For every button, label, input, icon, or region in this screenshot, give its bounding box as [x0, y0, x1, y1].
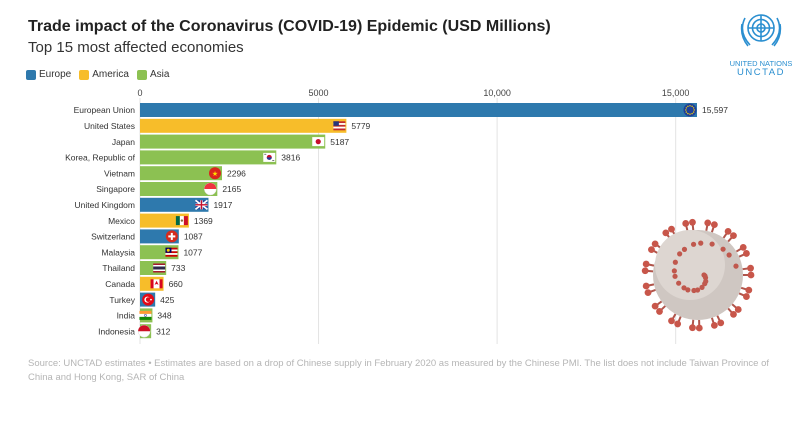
japan-flag-icon: [312, 137, 325, 147]
chart-subtitle: Top 15 most affected economies: [28, 39, 244, 56]
category-label: Turkey: [109, 295, 135, 305]
un-emblem-icon: [740, 14, 782, 47]
value-label: 733: [171, 263, 185, 273]
x-tick-label: 15,000: [662, 88, 690, 98]
bar-row: Canada 660: [105, 276, 183, 291]
bar[interactable]: [140, 150, 277, 165]
uk-flag-icon: [194, 199, 208, 210]
bar-row: Vietnam ★ 2296: [104, 166, 246, 181]
value-label: 1917: [213, 200, 232, 210]
category-label: Indonesia: [98, 326, 135, 336]
canada-flag-icon: [150, 279, 163, 289]
source-note: Source: UNCTAD estimates • Estimates are…: [28, 358, 770, 383]
value-label: 1077: [183, 247, 202, 257]
category-label: Canada: [105, 279, 135, 289]
category-label: United Kingdom: [75, 200, 135, 210]
value-label: 2165: [222, 184, 241, 194]
korea-flag-icon: [263, 152, 276, 162]
bar-row: Japan 5187: [112, 134, 349, 149]
legend-item-america[interactable]: America: [79, 69, 129, 80]
chart-title: Trade impact of the Coronavirus (COVID-1…: [28, 18, 551, 35]
value-label: 348: [157, 311, 171, 321]
switzerland-flag-icon: [165, 230, 178, 243]
legend-item-asia[interactable]: Asia: [136, 69, 170, 80]
logo-text: UNITED NATIONS UNCTAD: [728, 59, 794, 77]
category-label: Malaysia: [101, 247, 135, 257]
bar-row: United Kingdom 1917: [75, 197, 233, 212]
x-axis-ticks: 0 5000 10,000 15,000: [137, 88, 689, 98]
category-label: Mexico: [108, 216, 135, 226]
bar-row: Malaysia 1077: [101, 245, 203, 260]
turkey-flag-icon: [142, 293, 155, 306]
logo-line-1: UNITED NATIONS: [729, 59, 793, 68]
eu-flag-icon: [683, 103, 697, 117]
bar-row: United States 5779: [84, 118, 371, 133]
bar-chart: 0 5000 10,000 15,000 European Union 15,597 Un…: [65, 88, 755, 344]
value-label: 15,597: [702, 105, 728, 115]
value-label: 1369: [194, 216, 213, 226]
india-flag-icon: [139, 310, 152, 320]
bar[interactable]: [140, 134, 326, 149]
legend-label-asia: Asia: [149, 69, 170, 80]
category-label: European Union: [74, 105, 136, 115]
bar-row: Mexico 1369: [108, 213, 213, 228]
thailand-flag-icon: [153, 263, 166, 273]
value-label: 312: [156, 326, 170, 336]
category-label: India: [117, 311, 136, 321]
value-label: 2296: [227, 168, 246, 178]
value-label: 660: [169, 279, 183, 289]
legend: Europe America Asia: [26, 69, 169, 80]
value-label: 3816: [281, 153, 300, 163]
legend-item-europe[interactable]: Europe: [26, 69, 71, 80]
bar-row: European Union 15,597: [74, 103, 728, 117]
vietnam-flag-icon: ★: [208, 167, 221, 180]
logo-line-2: UNCTAD: [737, 67, 785, 78]
category-label: Thailand: [102, 263, 135, 273]
value-label: 5187: [330, 137, 349, 147]
unctad-logo: UNITED NATIONS UNCTAD: [728, 6, 794, 77]
category-label: Korea, Republic of: [65, 153, 136, 163]
bar[interactable]: [140, 166, 222, 181]
bar[interactable]: [140, 197, 209, 212]
bar-row: Indonesia 312: [98, 324, 171, 339]
legend-label-america: America: [92, 69, 129, 80]
bar-row: Thailand 733: [102, 261, 186, 275]
value-label: 425: [160, 295, 174, 305]
mexico-flag-icon: [175, 216, 188, 226]
legend-label-europe: Europe: [39, 69, 72, 80]
malaysia-flag-icon: [165, 247, 178, 257]
bar-row: Korea, Republic of 3816: [65, 150, 300, 165]
category-label: Japan: [112, 137, 135, 147]
legend-swatch-america: [79, 69, 90, 80]
bar-row: Singapore 2165: [96, 182, 241, 196]
category-label: Singapore: [96, 184, 135, 194]
x-tick-label: 10,000: [483, 88, 511, 98]
bar-row: Turkey 425: [109, 292, 175, 307]
legend-swatch-asia: [136, 69, 147, 80]
bar[interactable]: [140, 103, 697, 117]
svg-text:★: ★: [212, 170, 218, 178]
bar[interactable]: [140, 182, 218, 196]
value-label: 1087: [184, 232, 203, 242]
us-flag-icon: [333, 121, 346, 131]
bar[interactable]: [140, 118, 347, 133]
category-label: United States: [84, 121, 135, 131]
x-tick-label: 5000: [309, 88, 329, 98]
category-label: Switzerland: [91, 232, 135, 242]
legend-swatch-europe: [26, 69, 36, 80]
bar-row: Switzerland 1087: [91, 229, 203, 244]
x-tick-label: 0: [137, 88, 142, 98]
bar-row: India 348: [117, 308, 172, 323]
coronavirus-illustration: [641, 218, 755, 332]
category-label: Vietnam: [104, 168, 135, 178]
value-label: 5779: [351, 121, 370, 131]
singapore-flag-icon: [204, 182, 217, 196]
indonesia-flag-icon: [137, 324, 151, 338]
